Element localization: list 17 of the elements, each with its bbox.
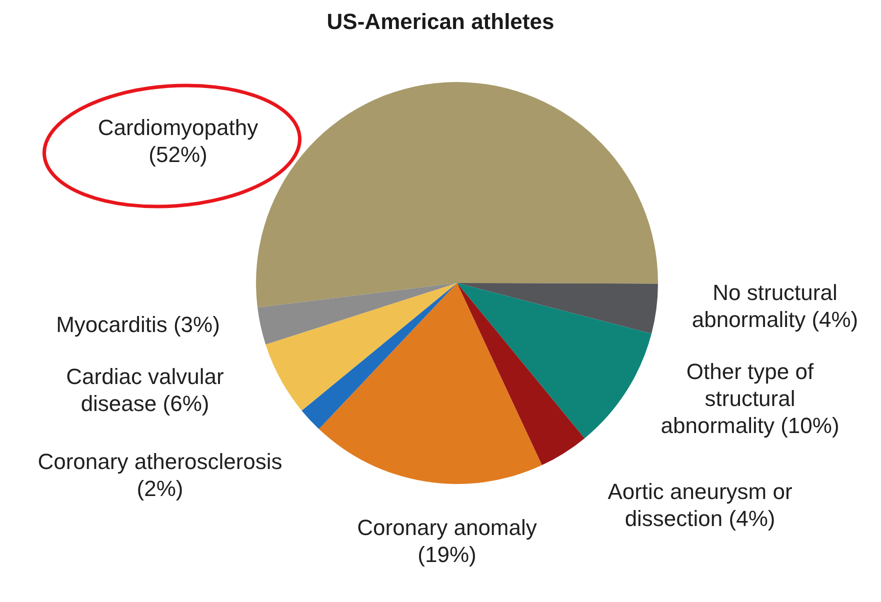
pie-slice [266,283,457,411]
slice-label: Other type of structural abnormality (10%) [660,359,840,438]
pie-slice [256,82,658,308]
slice-label: Coronary anomaly (19%) [357,515,537,567]
pie-slice [457,283,658,334]
chart-title: US-American athletes [326,9,554,34]
pie-slice [457,283,652,438]
pie-slice [258,283,457,344]
pie-slice [302,283,457,430]
slice-label: Myocarditis (3%) [56,312,220,337]
pie-slice [457,283,585,466]
slice-label: No structural abnormality (4%) [692,280,858,332]
slice-label: Cardiomyopathy (52%) [98,115,258,167]
slice-label: Cardiac valvular disease (6%) [66,364,224,416]
pie-slice [318,283,542,484]
slice-label: Coronary atherosclerosis (2%) [38,449,282,501]
slice-label: Aortic aneurysm or dissection (4%) [608,479,792,531]
